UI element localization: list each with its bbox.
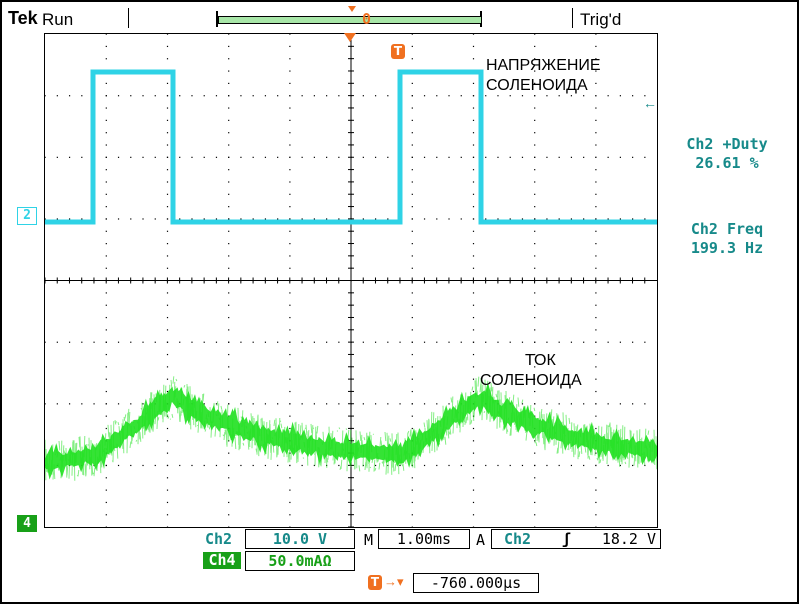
- measurement-freq-label: Ch2 Freq: [690, 220, 764, 238]
- header-divider: [572, 8, 573, 28]
- measurement-duty-value: 26.61 %: [695, 154, 759, 172]
- graticule: [44, 33, 658, 528]
- timebase-prefix: M: [364, 531, 374, 549]
- trigger-position-arrow-icon: →▾: [384, 574, 404, 589]
- trigger-position-box[interactable]: -760.000µs: [413, 573, 539, 593]
- ch4-scale-label-text: Ch4: [208, 551, 236, 569]
- timebase-box[interactable]: 1.00ms: [378, 529, 470, 549]
- trigger-position-icon-label: T: [370, 575, 380, 589]
- trigger-source: Ch2: [504, 530, 532, 548]
- ch2-scale-value: 10.0 V: [272, 530, 328, 548]
- measurement-duty[interactable]: Ch2 +Duty 26.61 %: [660, 135, 794, 173]
- trigger-point-label: T: [393, 44, 403, 58]
- timebase-value: 1.00ms: [396, 530, 452, 548]
- current-annotation: ТОК СОЛЕНОИДА: [480, 351, 582, 391]
- ch4-scale-box[interactable]: 50.0mAΩ: [245, 551, 355, 571]
- ch2-ground-marker[interactable]: 2: [17, 207, 37, 225]
- trigger-box[interactable]: Ch2 ʃ 18.2 V: [491, 529, 661, 549]
- graticule-svg: [45, 34, 657, 527]
- trigger-position-value: -760.000µs: [430, 574, 522, 592]
- current-annotation-line2: СОЛЕНОИДА: [480, 372, 582, 389]
- acquisition-state: Run: [42, 10, 74, 29]
- current-annotation-line1: ТОК: [525, 352, 556, 369]
- trigger-status: Trig'd: [580, 10, 622, 29]
- ch4-scale-value: 50.0mAΩ: [268, 552, 332, 570]
- record-position-pointer-icon: [348, 6, 356, 12]
- measurement-freq[interactable]: Ch2 Freq 199.3 Hz: [660, 220, 794, 258]
- trigger-slope-icon: ʃ: [562, 530, 572, 548]
- trigger-position-marker-icon[interactable]: [344, 33, 356, 42]
- ch4-scale-label: Ch4: [203, 552, 241, 569]
- trigger-prefix: A: [476, 531, 486, 549]
- ch2-scale-label: Ch2: [205, 530, 233, 548]
- trigger-position-icon: T: [368, 575, 382, 590]
- trigger-level-arrow-icon: ←: [643, 95, 657, 111]
- header-divider: [128, 8, 129, 28]
- record-position-marker: 0: [362, 10, 372, 28]
- voltage-annotation: НАПРЯЖЕНИЕ СОЛЕНОИДА: [486, 56, 601, 96]
- ch4-ground-label: 4: [23, 516, 31, 531]
- brand-logo: Tek: [8, 8, 38, 28]
- ch2-voltage-trace: [45, 69, 657, 225]
- trigger-point-icon: T: [391, 44, 405, 59]
- measurement-duty-label: Ch2 +Duty: [686, 135, 768, 153]
- trigger-level: 18.2 V: [601, 530, 656, 548]
- ch4-ground-marker[interactable]: 4: [17, 515, 37, 532]
- measurement-freq-value: 199.3 Hz: [690, 239, 764, 257]
- voltage-annotation-line1: НАПРЯЖЕНИЕ: [486, 57, 601, 74]
- ch2-ground-label: 2: [23, 208, 31, 223]
- voltage-annotation-line2: СОЛЕНОИДА: [486, 77, 588, 94]
- ch2-scale-box[interactable]: 10.0 V: [245, 529, 355, 549]
- ch2-square-wave: [45, 69, 657, 225]
- ch4-current-line: [45, 382, 657, 480]
- record-position-bar[interactable]: 0: [216, 6, 482, 28]
- ch4-current-trace: [45, 376, 657, 481]
